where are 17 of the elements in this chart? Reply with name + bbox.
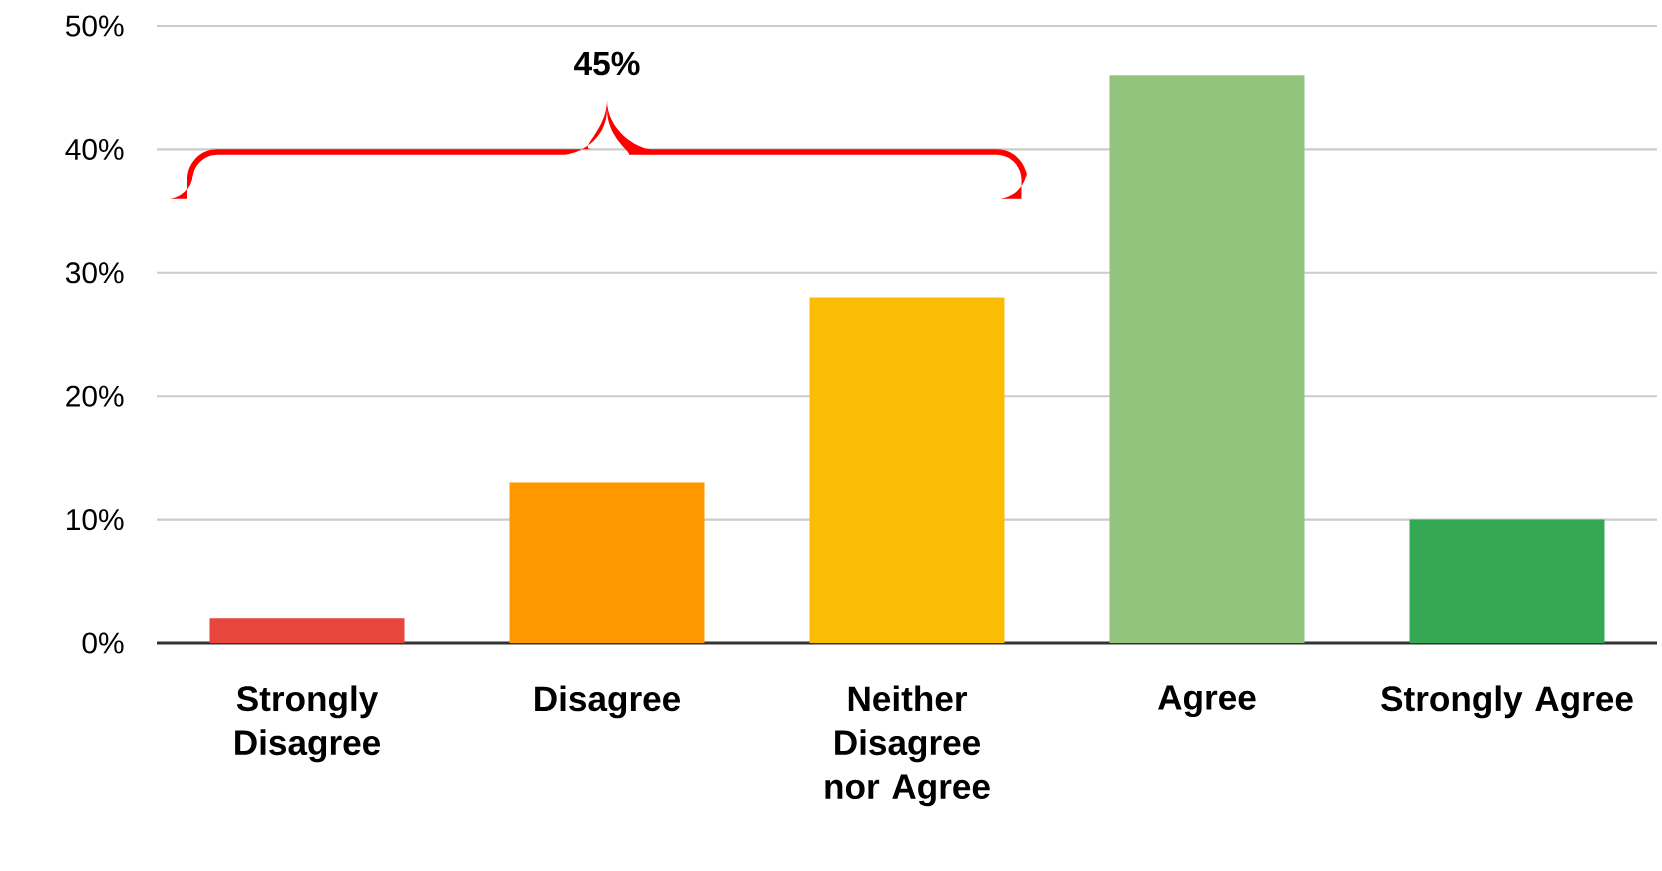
y-tick-label: 0% xyxy=(82,632,124,654)
x-tick-label: Neither Disagree nor Agree xyxy=(825,685,990,807)
y-tick-label: 50% xyxy=(66,15,124,37)
bar xyxy=(1409,519,1605,643)
x-tick-label: Disagree xyxy=(535,685,681,719)
annotation: 45% xyxy=(574,51,640,76)
bar xyxy=(809,297,1005,643)
y-tick-label: 40% xyxy=(65,138,124,160)
x-tick-label: Strongly Agree xyxy=(1381,685,1633,719)
bar xyxy=(1109,75,1305,643)
bar xyxy=(209,618,405,643)
y-tick-label: 20% xyxy=(66,385,124,407)
y-tick-label: 10% xyxy=(67,509,124,531)
x-tick-label: Agree xyxy=(1158,685,1256,718)
y-tick-label: 30% xyxy=(65,262,124,284)
bar xyxy=(509,482,705,643)
x-tick-label: Strongly Disagree xyxy=(235,685,381,763)
